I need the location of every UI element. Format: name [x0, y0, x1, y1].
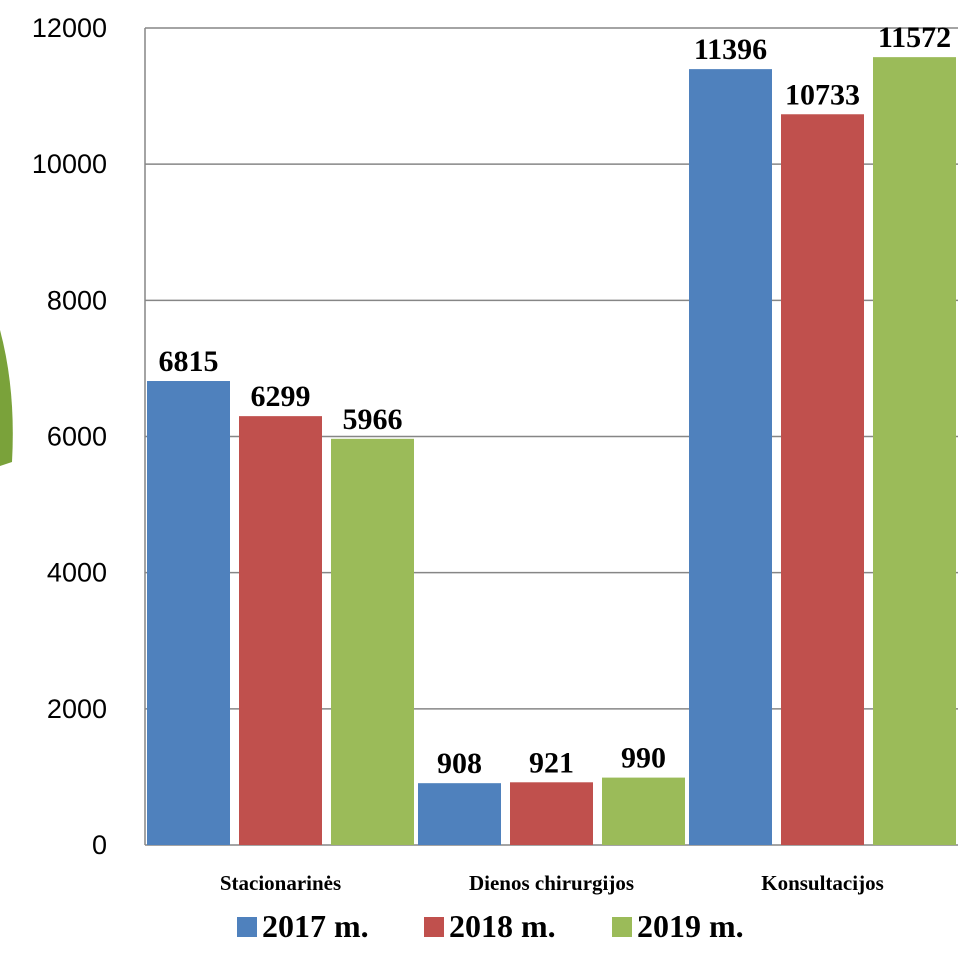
y-tick-label: 6000	[47, 422, 107, 452]
y-tick-label: 10000	[32, 149, 107, 179]
decorative-green-shape	[0, 330, 13, 466]
x-tick-label: Dienos chirurgijos	[469, 871, 634, 895]
bar	[418, 783, 501, 845]
bar	[239, 416, 322, 845]
legend: 2017 m. 2018 m. 2019 m.	[237, 908, 744, 944]
x-tick-label: Stacionarinės	[220, 871, 341, 895]
bar	[147, 381, 230, 845]
bar	[873, 57, 956, 846]
legend-label: 2018 m.	[449, 908, 556, 944]
data-label: 11396	[694, 33, 767, 66]
legend-label: 2017 m.	[262, 908, 369, 944]
x-tick-label: Konsultacijos	[761, 871, 884, 895]
bar	[602, 777, 685, 845]
bar	[331, 438, 414, 845]
legend-label: 2019 m.	[637, 908, 744, 944]
y-tick-label: 2000	[47, 694, 107, 724]
legend-swatch	[237, 917, 257, 937]
data-label: 10733	[785, 78, 860, 111]
data-label: 5966	[343, 403, 403, 436]
legend-swatch	[424, 917, 444, 937]
bar	[510, 782, 593, 845]
bar	[689, 69, 772, 846]
data-label: 921	[529, 746, 574, 779]
y-axis-ticks: 0 2000 4000 6000 8000 10000 12000	[32, 13, 107, 860]
data-label: 6815	[159, 345, 219, 378]
data-label: 11572	[878, 21, 951, 54]
y-tick-label: 0	[92, 830, 107, 860]
data-label: 908	[437, 747, 482, 780]
data-label: 6299	[251, 380, 311, 413]
bars	[147, 57, 956, 846]
bar	[781, 114, 864, 845]
data-labels: 6815 6299 5966 908 921 990 11396 10733 11572	[159, 21, 952, 780]
y-tick-label: 4000	[47, 558, 107, 588]
y-tick-label: 12000	[32, 13, 107, 43]
x-axis-ticks: Stacionarinės Dienos chirurgijos Konsultac…	[220, 871, 884, 895]
data-label: 990	[621, 742, 666, 775]
legend-swatch	[612, 917, 632, 937]
y-tick-label: 8000	[47, 285, 107, 315]
